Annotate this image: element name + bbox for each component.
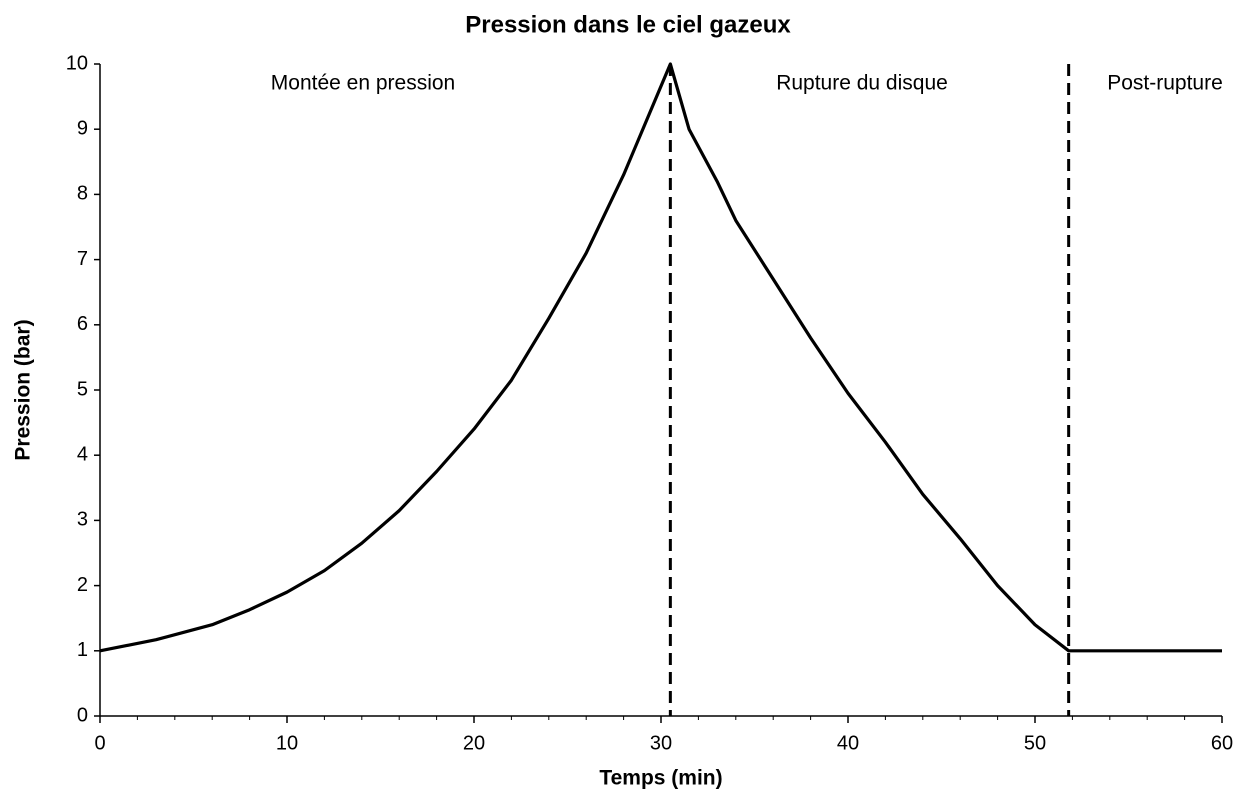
- y-tick-label: 9: [77, 117, 88, 139]
- y-tick-label: 4: [77, 443, 88, 465]
- x-tick-label: 40: [837, 732, 859, 754]
- region-annotation: Rupture du disque: [776, 72, 948, 95]
- y-tick-label: 10: [66, 52, 88, 74]
- chart-title: Pression dans le ciel gazeux: [465, 11, 791, 38]
- y-tick-label: 7: [77, 248, 88, 270]
- y-tick-label: 6: [77, 313, 88, 335]
- region-annotation: Post-rupture: [1107, 72, 1223, 95]
- x-tick-label: 30: [650, 732, 672, 754]
- y-tick-label: 1: [77, 639, 88, 661]
- x-tick-label: 0: [94, 732, 105, 754]
- x-axis-label: Temps (min): [599, 767, 722, 790]
- y-tick-label: 2: [77, 574, 88, 596]
- region-annotation: Montée en pression: [271, 72, 455, 95]
- x-tick-label: 10: [276, 732, 298, 754]
- y-tick-label: 8: [77, 183, 88, 205]
- y-tick-label: 5: [77, 378, 88, 400]
- y-tick-label: 3: [77, 509, 88, 531]
- x-tick-label: 60: [1211, 732, 1233, 754]
- y-tick-label: 0: [77, 704, 88, 726]
- x-tick-label: 20: [463, 732, 485, 754]
- data-line: [99, 62, 1222, 653]
- x-tick-label: 50: [1024, 732, 1046, 754]
- y-axis-label: Pression (bar): [12, 319, 35, 460]
